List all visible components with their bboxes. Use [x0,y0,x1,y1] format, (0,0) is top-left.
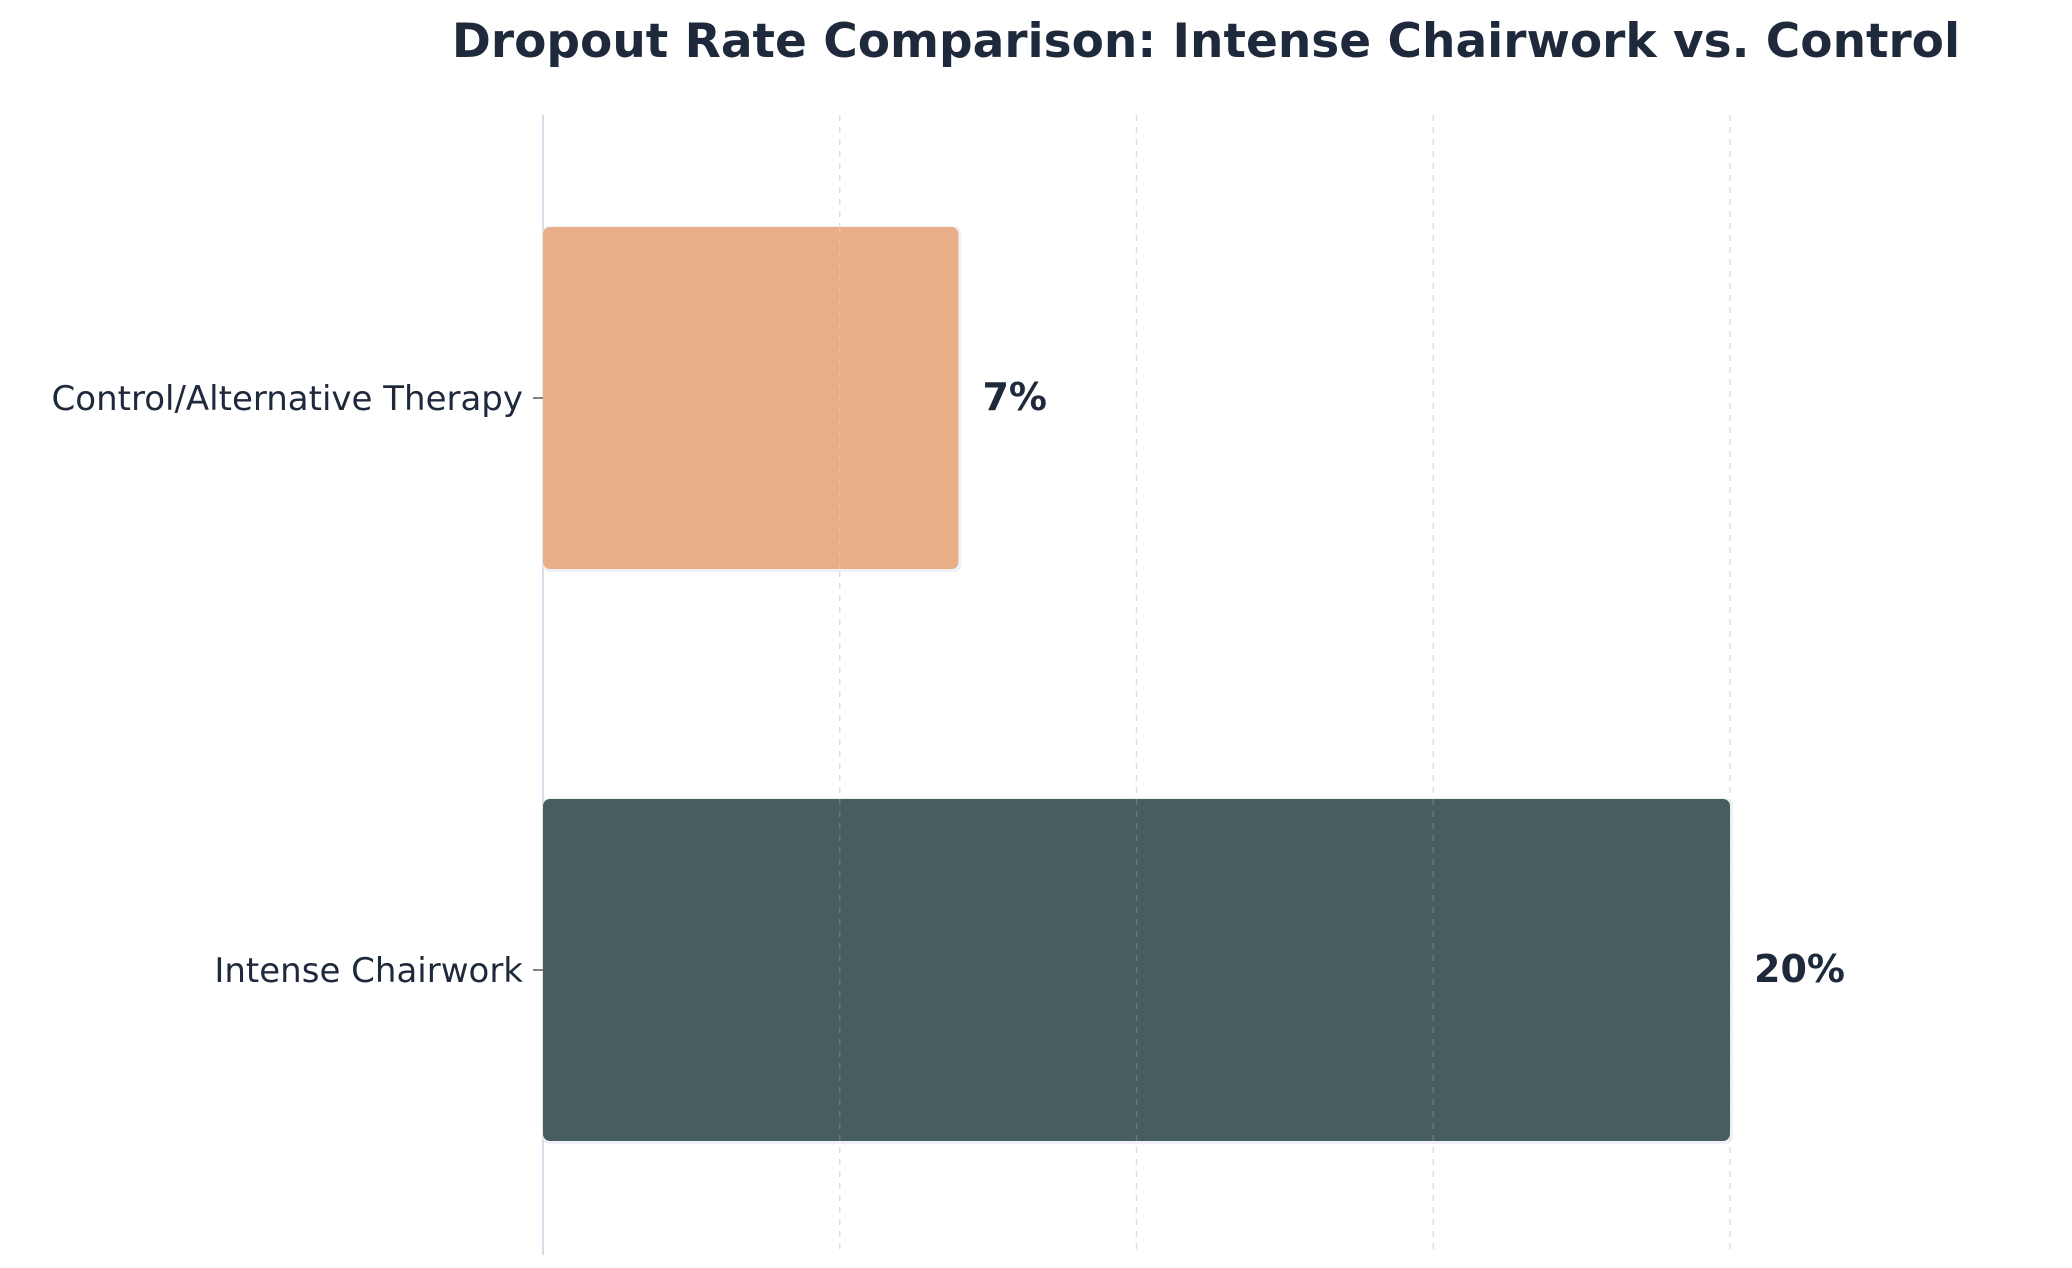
y-tick-label: Control/Alternative Therapy [52,379,523,419]
bars: 20% Intense Chairwork 7% Control/Alternativ… [52,226,1845,1144]
bar-control-alternative-therapy [543,227,959,569]
chart-title: Dropout Rate Comparison: Intense Chairwo… [451,14,1961,69]
data-label: 20% [1754,947,1845,991]
data-label: 7% [982,375,1047,419]
bar-intense-chairwork [543,799,1730,1141]
y-tick-label: Intense Chairwork [214,951,523,991]
